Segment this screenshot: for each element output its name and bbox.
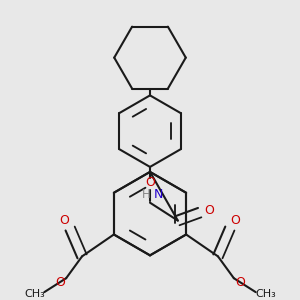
Text: O: O [59,214,69,227]
Text: CH₃: CH₃ [24,289,45,299]
Text: H: H [142,188,150,201]
Text: O: O [205,204,214,217]
Text: O: O [230,214,240,227]
Text: N: N [153,188,163,201]
Text: CH₃: CH₃ [255,289,276,299]
Text: O: O [145,176,155,189]
Text: O: O [55,276,65,289]
Text: O: O [235,276,245,289]
